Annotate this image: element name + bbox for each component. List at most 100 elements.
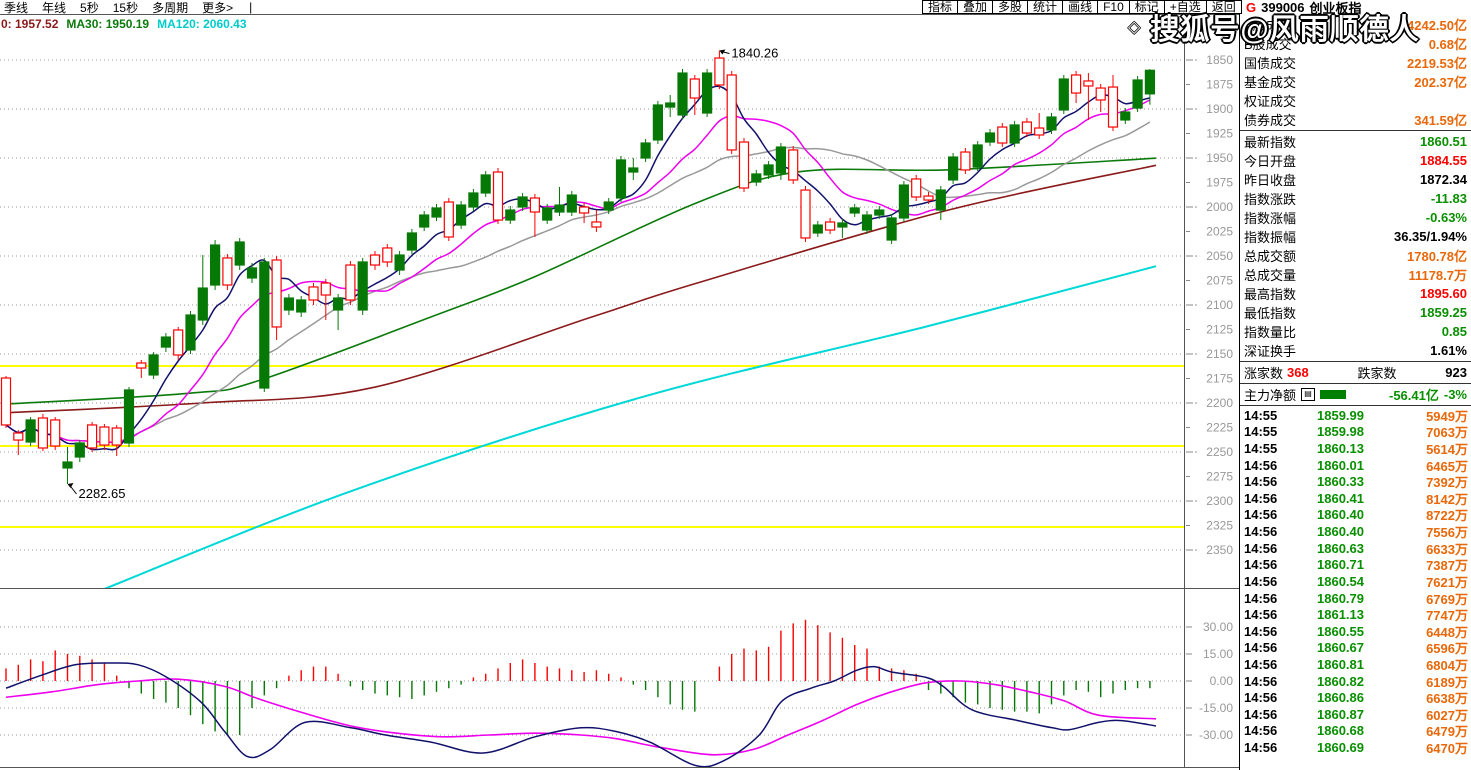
tick-time: 14:56 [1244, 690, 1278, 706]
macd-panel-area[interactable] [0, 619, 1184, 767]
panel-divider [1240, 130, 1471, 131]
info-row: 今日开盘 1884.55 [1240, 151, 1471, 170]
svg-text:2282.65: 2282.65 [79, 486, 126, 501]
svg-text:30.00: 30.00 [1203, 620, 1233, 634]
tick-row: 14:56 1860.67 6596万 [1240, 640, 1471, 657]
tick-price: 1860.82 [1317, 673, 1364, 689]
tick-price: 1860.81 [1317, 656, 1364, 672]
symbol-name: 创业板指 [1309, 0, 1362, 16]
advancers-label: 涨家数 [1244, 366, 1284, 381]
macd-axis: 30.00 15.00 0.00 -15.00 -30.00 [1186, 620, 1233, 742]
tick-row: 14:56 1860.71 7387万 [1240, 556, 1471, 573]
info-row: 债券成交 341.59亿 [1240, 110, 1471, 129]
decliners-count: 923 [1445, 365, 1467, 380]
toolbar-button-6[interactable]: 标记 [1129, 0, 1165, 14]
tick-row: 14:56 1860.87 6027万 [1240, 706, 1471, 723]
toolbar-button-0[interactable]: 指标 [922, 0, 959, 14]
tick-volume: 7621万 [1426, 574, 1468, 590]
tick-volume: 6479万 [1426, 724, 1468, 740]
info-value: 2219.53亿 [1407, 56, 1467, 71]
svg-text:1900: 1900 [1206, 102, 1233, 116]
info-row: 指数涨跌 -11.83 [1240, 189, 1471, 208]
info-label: 指数涨跌 [1244, 192, 1297, 207]
menu-item-4[interactable]: 多周期 [152, 0, 189, 15]
symbol-code: 399006 [1261, 0, 1305, 15]
menu-item-2[interactable]: 5秒 [80, 0, 99, 15]
period-menu: 季线 年线 5秒 15秒 多周期 更多> | [4, 0, 252, 15]
tick-row: 14:55 1859.98 7063万 [1240, 424, 1471, 441]
info-value: 11178.7万 [1408, 268, 1467, 283]
info-value: 0.85 [1441, 324, 1467, 339]
info-label: 基金成交 [1244, 75, 1297, 90]
info-label: 指数量比 [1244, 325, 1297, 340]
tick-price: 1860.86 [1317, 690, 1364, 706]
tick-time: 14:56 [1244, 640, 1278, 656]
svg-text:2275: 2275 [1206, 470, 1233, 484]
tick-time: 14:55 [1244, 407, 1278, 423]
panel-divider [1240, 405, 1471, 406]
tick-time: 14:56 [1244, 723, 1278, 739]
panel-divider [1240, 361, 1471, 362]
toolbar-button-3[interactable]: 统计 [1028, 0, 1064, 14]
tick-volume: 6189万 [1426, 674, 1468, 690]
tick-row: 14:56 1860.41 8142万 [1240, 490, 1471, 507]
info-value: 341.59亿 [1414, 113, 1467, 128]
svg-text:2325: 2325 [1206, 519, 1233, 533]
main-force-percent: -3% [1443, 387, 1467, 402]
toolbar-button-2[interactable]: 多股 [993, 0, 1029, 14]
menu-item-3[interactable]: 15秒 [112, 0, 139, 15]
tick-volume: 6448万 [1426, 624, 1468, 640]
info-row: 昨日收盘 1872.34 [1240, 170, 1471, 189]
tick-volume: 7063万 [1426, 425, 1468, 441]
index-section: 最新指数 1860.51 今日开盘 1884.55 昨日收盘 1872.34 指数涨跌 -11… [1240, 132, 1471, 360]
info-value: -11.83 [1430, 191, 1467, 206]
info-value: 1780.78亿 [1407, 249, 1467, 264]
menu-item-1[interactable]: 年线 [42, 0, 67, 15]
tick-volume: 6638万 [1426, 691, 1468, 707]
tick-volume: 6596万 [1426, 641, 1468, 657]
decliners-label: 跌家数 [1357, 366, 1397, 381]
tick-row: 14:56 1861.13 7747万 [1240, 606, 1471, 623]
chart-annotations: 1840.26 2282.65 [67, 45, 778, 501]
tick-price: 1860.71 [1317, 557, 1364, 573]
svg-text:2200: 2200 [1206, 396, 1233, 410]
toolbar-button-5[interactable]: F10 [1098, 0, 1130, 14]
info-value: 1895.60 [1420, 286, 1467, 301]
tick-price: 1860.69 [1317, 739, 1364, 755]
svg-text:2350: 2350 [1206, 543, 1233, 557]
main-chart-area[interactable] [0, 50, 1184, 589]
chart-canvas[interactable]: 1840.26 2282.65 1850 1875 1900 1925 1950 1975 20… [0, 0, 1240, 770]
toolbar-buttons: 指标 叠加 多股 统计 画线 F10 标记 +自选 返回 [922, 0, 1242, 14]
ma-legend-item-2: MA120: 2060.43 [157, 17, 247, 31]
info-label: 最低指数 [1244, 306, 1297, 321]
info-row: 最高指数 1895.60 [1240, 284, 1471, 303]
tick-price: 1860.41 [1317, 490, 1364, 506]
info-row: 指数振幅 36.35/1.94% [1240, 227, 1471, 246]
main-force-value: -56.41亿 [1389, 388, 1439, 403]
tick-time: 14:56 [1244, 623, 1278, 639]
tick-volume: 6769万 [1426, 591, 1468, 607]
detail-list-icon[interactable]: ▤ [1301, 388, 1316, 401]
info-value: -0.63% [1425, 210, 1467, 225]
tick-time: 14:56 [1244, 507, 1278, 523]
toolbar: 季线 年线 5秒 15秒 多周期 更多> | 指标 叠加 多股 统计 画线 F10 标记 +自选 返回 G … [0, 0, 1471, 16]
menu-item-5[interactable]: 更多> [202, 0, 234, 15]
tick-row: 14:56 1860.63 6633万 [1240, 540, 1471, 557]
info-label: B股成交 [1244, 37, 1292, 52]
tick-volume: 6470万 [1426, 741, 1468, 756]
toolbar-button-8[interactable]: 返回 [1206, 0, 1242, 14]
toolbar-button-1[interactable]: 叠加 [958, 0, 994, 14]
info-label: 权证成交 [1244, 94, 1297, 109]
svg-text:2025: 2025 [1206, 225, 1233, 239]
svg-text:1950: 1950 [1206, 151, 1233, 165]
tick-volume: 6465万 [1426, 458, 1468, 474]
menu-item-0[interactable]: 季线 [4, 0, 29, 15]
tick-time: 14:56 [1244, 673, 1278, 689]
info-value: 1872.34 [1420, 172, 1467, 187]
tick-volume: 7747万 [1426, 608, 1468, 624]
toolbar-button-4[interactable]: 画线 [1063, 0, 1099, 14]
info-label: 最新指数 [1244, 135, 1297, 150]
tick-price: 1860.40 [1317, 524, 1364, 540]
ma-line-navy [5, 85, 1151, 451]
toolbar-button-7[interactable]: +自选 [1164, 0, 1207, 14]
